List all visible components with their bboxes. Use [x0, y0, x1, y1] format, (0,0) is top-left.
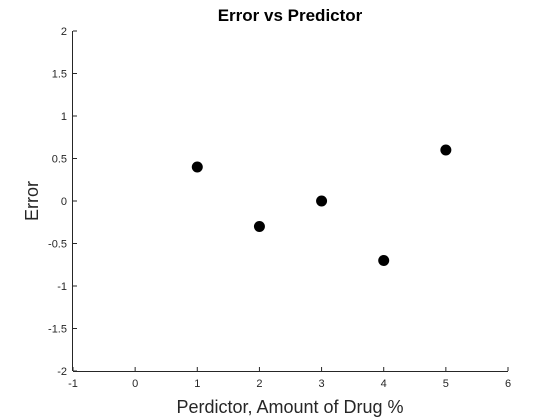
y-tick-label: 0	[61, 196, 67, 208]
chart-title: Error vs Predictor	[218, 6, 363, 25]
x-tick-label: 0	[132, 378, 138, 390]
y-tick-label: 1.5	[52, 69, 67, 81]
x-tick-label: -1	[68, 378, 78, 390]
y-axis-label: Error	[22, 181, 42, 221]
y-tick-label: -2	[57, 366, 67, 378]
x-tick-label: 2	[256, 378, 262, 390]
data-point	[316, 195, 328, 207]
data-points	[191, 144, 452, 266]
data-point	[440, 144, 452, 156]
x-tick-label: 6	[505, 378, 511, 390]
y-tick-label: -1	[57, 281, 67, 293]
data-point	[191, 161, 203, 173]
data-point	[378, 255, 390, 266]
y-tick-label: -0.5	[48, 239, 67, 251]
y-tick-label: -1.5	[48, 324, 67, 336]
x-tick-label: 3	[319, 378, 325, 390]
x-axis-label: Perdictor, Amount of Drug %	[176, 397, 403, 417]
x-tick-label: 4	[381, 378, 387, 390]
y-tick-label: 0.5	[52, 154, 67, 166]
data-point	[253, 221, 265, 232]
plot-area: -1 0 1 2 3 4 5 6 -2 -1.5 -1 -0.5 0 0.5 1 1.5 2	[48, 26, 511, 390]
y-ticks: -2 -1.5 -1 -0.5 0 0.5 1 1.5 2	[48, 26, 77, 378]
y-tick-label: 2	[61, 26, 67, 38]
x-ticks: -1 0 1 2 3 4 5 6	[68, 367, 511, 390]
x-tick-label: 1	[194, 378, 200, 390]
y-tick-label: 1	[61, 111, 67, 123]
x-tick-label: 5	[443, 378, 449, 390]
